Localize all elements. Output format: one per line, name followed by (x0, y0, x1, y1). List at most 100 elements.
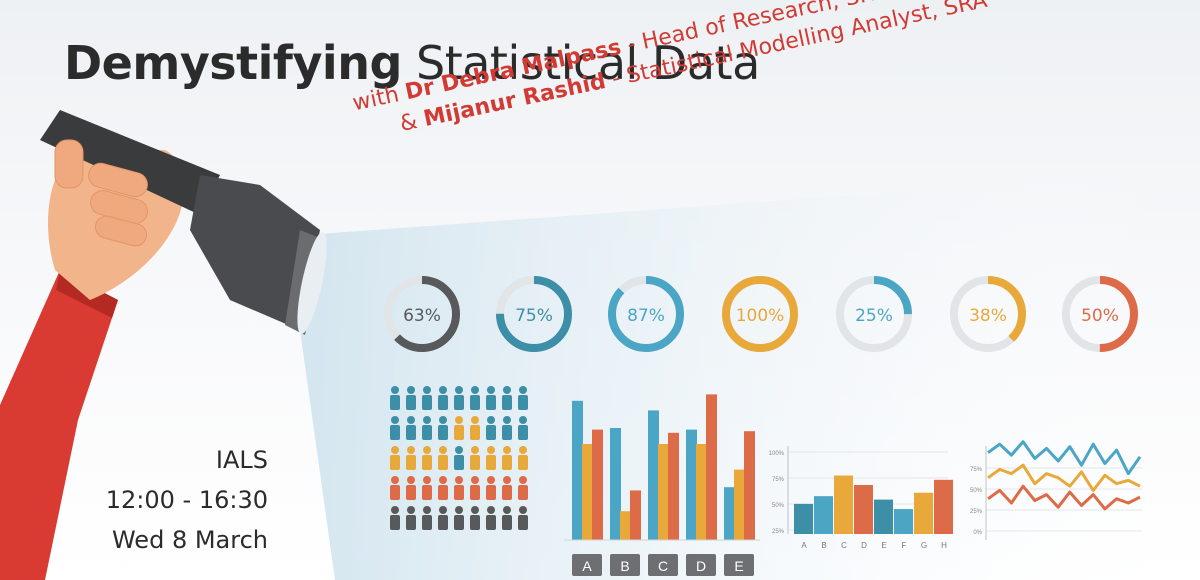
person-icon-head (407, 386, 415, 394)
series-line (987, 484, 1141, 511)
event-details: IALS 12:00 - 16:30 Wed 8 March (106, 440, 268, 560)
person-icon-head (471, 476, 479, 484)
person-icon-head (423, 416, 431, 424)
person-icon-head (391, 416, 399, 424)
person-icon-body (390, 485, 400, 500)
person-icon-head (519, 506, 527, 514)
person-icon-head (423, 386, 431, 394)
x-tick-label: F (902, 541, 907, 550)
category-label: C (658, 558, 668, 574)
person-icon-head (455, 506, 463, 514)
series-line (987, 463, 1141, 492)
category-tab (572, 554, 602, 576)
person-icon-head (487, 476, 495, 484)
person-icon-head (455, 386, 463, 394)
flashlight-icon (40, 110, 327, 335)
series-line (987, 440, 1142, 476)
bar (744, 431, 755, 540)
bar (572, 400, 583, 540)
y-tick-label: 50% (970, 488, 983, 494)
event-date: Wed 8 March (111, 526, 268, 554)
person-icon-body (438, 455, 448, 470)
y-tick-label: 0% (973, 530, 982, 536)
donut-arc (722, 276, 798, 352)
donut-arc (384, 276, 460, 352)
person-icon-head (439, 386, 447, 394)
person-icon-body (470, 395, 480, 410)
person-icon-body (422, 515, 432, 530)
person-icon-head (439, 416, 447, 424)
person-icon-head (471, 416, 479, 424)
category-label: A (582, 558, 592, 574)
category-tab (610, 554, 640, 576)
person-icon-head (455, 446, 463, 454)
person-icon-body (470, 455, 480, 470)
person-icon-head (391, 476, 399, 484)
column (794, 503, 813, 534)
person-icon-body (518, 395, 528, 410)
person-icon-head (503, 446, 511, 454)
person-icon-head (423, 446, 431, 454)
person-icon-head (407, 446, 415, 454)
category-label: E (734, 558, 743, 574)
person-icon-body (502, 485, 512, 500)
donut-arc (950, 276, 1026, 352)
donut-arc (836, 276, 912, 352)
donut-label: 63% (403, 306, 441, 326)
bar (658, 444, 669, 540)
person-icon-head (487, 446, 495, 454)
title-rest: Statistical Data (401, 36, 760, 90)
category-label: B (620, 558, 629, 574)
x-tick-label: H (941, 541, 947, 550)
y-tick-label: 25% (772, 529, 785, 535)
person-icon-head (391, 506, 399, 514)
bar (620, 511, 631, 540)
person-icon-head (407, 416, 415, 424)
person-icon-body (438, 395, 448, 410)
person-icon-head (455, 416, 463, 424)
person-icon-body (470, 425, 480, 440)
bar (686, 429, 697, 540)
person-icon-head (391, 386, 399, 394)
person-icon-body (454, 515, 464, 530)
person-icon-body (454, 395, 464, 410)
person-icon-head (471, 446, 479, 454)
page-title: Demystifying Statistical Data (64, 36, 760, 90)
x-tick-label: B (821, 541, 826, 550)
person-icon-body (390, 455, 400, 470)
person-icon-head (407, 476, 415, 484)
sleeve (0, 270, 118, 580)
column (874, 499, 893, 534)
person-icon-body (518, 485, 528, 500)
person-icon-head (439, 506, 447, 514)
y-tick-label: 25% (970, 509, 983, 515)
bar (696, 444, 707, 540)
donut-arc (496, 276, 572, 352)
donut-label: 50% (1081, 306, 1119, 326)
column (854, 484, 873, 534)
bar (582, 444, 593, 540)
person-icon-head (487, 506, 495, 514)
person-icon-head (519, 446, 527, 454)
person-icon-body (486, 515, 496, 530)
person-icon-head (439, 476, 447, 484)
person-icon-head (503, 476, 511, 484)
bar (668, 432, 679, 540)
column (834, 475, 853, 534)
title-bold: Demystifying (64, 36, 402, 90)
person-icon-body (406, 425, 416, 440)
column (894, 509, 913, 534)
person-icon-body (390, 425, 400, 440)
person-icon-body (454, 425, 464, 440)
category-tab (686, 554, 716, 576)
person-icon-body (422, 485, 432, 500)
bar (630, 490, 641, 540)
column (934, 479, 953, 534)
person-icon-body (390, 395, 400, 410)
person-icon-body (406, 395, 416, 410)
donut-label: 75% (515, 306, 553, 326)
person-icon-body (518, 425, 528, 440)
person-icon-head (519, 476, 527, 484)
person-icon-body (422, 395, 432, 410)
